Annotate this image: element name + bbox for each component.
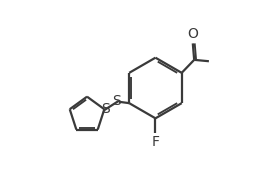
Text: O: O bbox=[187, 27, 198, 41]
Text: F: F bbox=[152, 136, 160, 149]
Text: S: S bbox=[112, 95, 121, 108]
Text: S: S bbox=[101, 102, 110, 116]
